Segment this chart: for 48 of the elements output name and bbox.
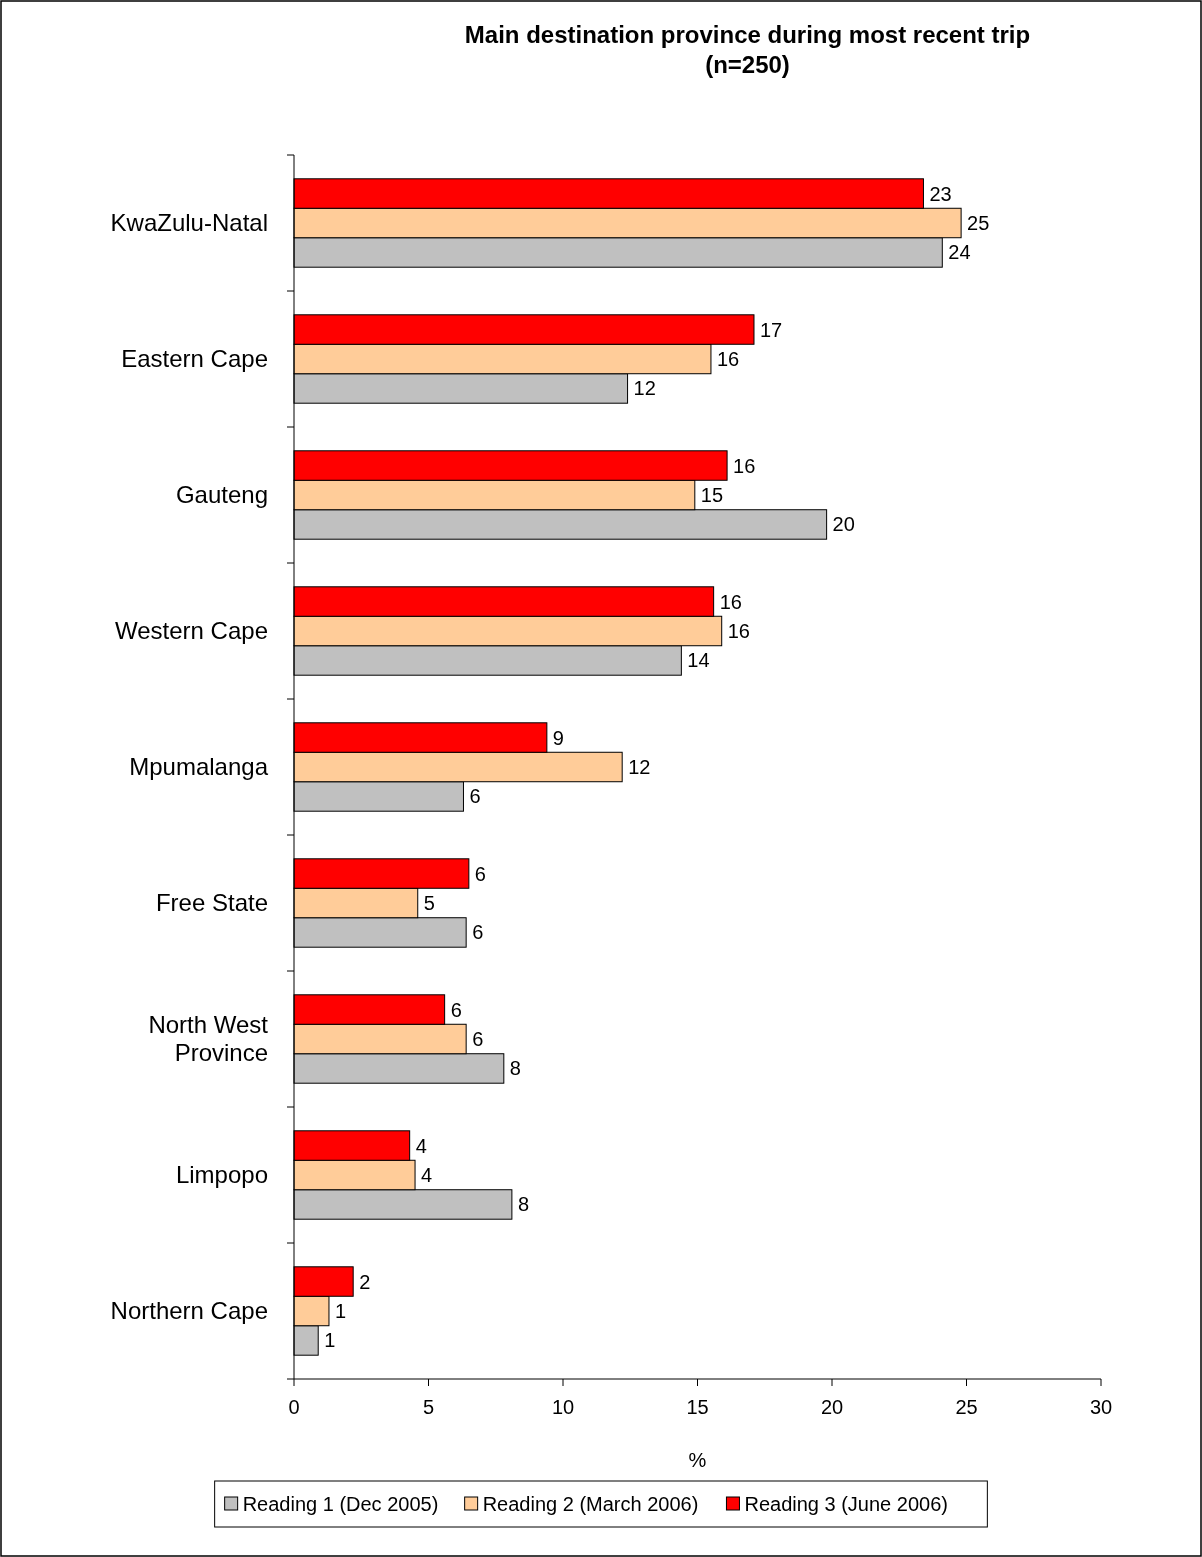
data-label: 1 [334, 1300, 347, 1322]
data-label: 4 [415, 1134, 427, 1157]
data-label: 8 [509, 1057, 521, 1080]
x-tick-label: 5 [422, 1396, 435, 1418]
x-tick-label: 30 [1089, 1396, 1113, 1418]
y-tick-label: North West Province [148, 1011, 269, 1067]
x-axis-title: % [688, 1449, 707, 1471]
x-tick-label: 0 [288, 1396, 300, 1418]
x-tick-label: 15 [686, 1396, 709, 1418]
data-label: 6 [472, 1028, 484, 1050]
data-label: 9 [552, 726, 564, 749]
y-tick-label: Limpopo [175, 1161, 268, 1189]
y-tick-label: Gauteng [175, 481, 268, 509]
data-label: 12 [628, 756, 651, 778]
data-label: 16 [716, 348, 740, 370]
data-label: 15 [700, 484, 724, 506]
y-tick-label: Eastern Cape [121, 345, 268, 373]
x-tick-label: 25 [955, 1396, 978, 1418]
data-label: 8 [517, 1193, 530, 1216]
data-label: 16 [719, 590, 742, 613]
chart-title: Main destination province during most recent trip (n=250) [464, 21, 1031, 78]
data-label: 16 [727, 620, 750, 642]
data-label: 6 [474, 862, 486, 885]
data-label: 12 [633, 377, 656, 400]
legend-label: Reading 2 (March 2006) [482, 1493, 699, 1515]
data-label: 23 [929, 182, 952, 205]
data-label: 6 [450, 998, 462, 1021]
y-tick-label: KwaZulu-Natal [110, 209, 268, 237]
data-label: 6 [472, 921, 484, 944]
data-label: 16 [733, 454, 756, 477]
data-label: 1 [324, 1329, 336, 1352]
data-label: 20 [832, 513, 855, 536]
x-tick-label: 10 [551, 1396, 575, 1418]
data-label: 5 [423, 892, 435, 914]
data-label: 14 [687, 649, 710, 672]
data-label: 2 [359, 1270, 371, 1293]
legend-label: Reading 1 (Dec 2005) [242, 1493, 439, 1515]
data-label: 4 [421, 1164, 433, 1186]
y-tick-label: Western Cape [115, 617, 268, 645]
x-tick-label: 20 [820, 1396, 844, 1418]
data-label: 17 [759, 318, 783, 341]
data-label: 25 [967, 212, 990, 234]
data-label: 24 [948, 241, 971, 264]
legend-label: Reading 3 (June 2006) [744, 1493, 948, 1515]
y-tick-label: Mpumalanga [129, 753, 269, 781]
y-tick-label: Free State [155, 889, 268, 917]
y-tick-label: Northern Cape [110, 1297, 268, 1325]
data-label: 6 [469, 785, 481, 808]
